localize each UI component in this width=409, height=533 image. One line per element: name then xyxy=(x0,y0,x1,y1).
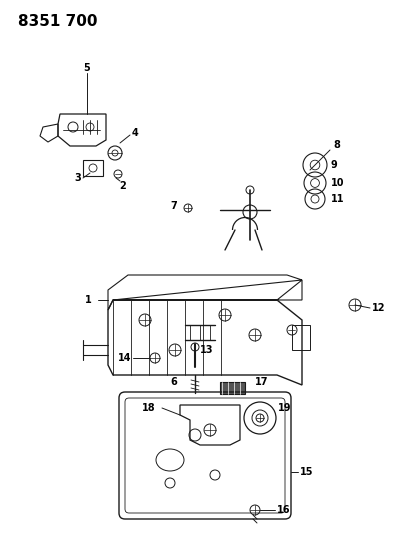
Text: 5: 5 xyxy=(83,63,90,73)
Text: 9: 9 xyxy=(330,160,337,170)
Text: 8351 700: 8351 700 xyxy=(18,14,97,29)
Text: 13: 13 xyxy=(200,345,213,355)
Text: 7: 7 xyxy=(170,201,176,211)
Bar xyxy=(220,382,245,394)
Text: 18: 18 xyxy=(142,403,155,413)
Text: 1: 1 xyxy=(85,295,92,305)
Text: 12: 12 xyxy=(371,303,384,313)
Text: 15: 15 xyxy=(299,467,313,477)
Text: 6: 6 xyxy=(170,377,176,387)
Text: 17: 17 xyxy=(254,377,268,387)
Text: 10: 10 xyxy=(330,178,344,188)
Text: 2: 2 xyxy=(119,181,126,191)
Text: 3: 3 xyxy=(74,173,81,183)
Text: 16: 16 xyxy=(276,505,290,515)
Bar xyxy=(291,325,309,350)
Text: 14: 14 xyxy=(118,353,131,363)
Text: 11: 11 xyxy=(330,194,344,204)
Bar xyxy=(83,160,103,176)
Text: 19: 19 xyxy=(277,403,291,413)
Text: 8: 8 xyxy=(332,140,339,150)
Text: 4: 4 xyxy=(132,128,138,138)
